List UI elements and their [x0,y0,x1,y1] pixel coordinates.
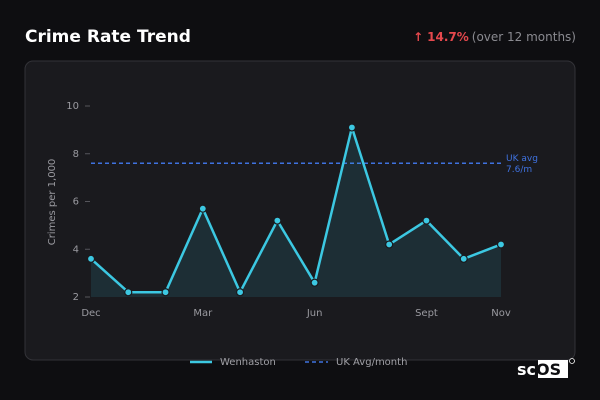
logo-mark [569,358,575,364]
data-point [310,278,319,287]
y-tick-label: 4 [73,244,79,255]
card [24,60,576,361]
data-point [273,216,282,225]
data-point [496,240,506,249]
change-arrow: ↑ [413,30,423,44]
logo-text: scOS [517,360,561,379]
data-point [198,204,207,213]
data-point [385,240,394,249]
y-tick-label: 6 [73,197,79,208]
change-note: (over 12 months) [472,30,576,44]
data-point [347,123,357,132]
y-tick-label: 10 [66,101,79,112]
x-tick-label: Dec [81,308,100,319]
data-point [86,254,96,263]
y-axis-label: Crimes per 1,000 [47,159,58,246]
data-point [161,288,170,297]
logo: scOS [517,358,575,379]
x-tick-label: Nov [491,308,511,319]
legend-label: UK Avg/month [336,357,407,368]
legend-label: Wenhaston [220,357,276,368]
data-point [235,288,245,297]
change-value: 14.7% [427,30,469,44]
reference-annotation: 7.6/m [506,165,532,175]
reference-annotation: UK avg [506,154,538,164]
x-tick-label: Mar [193,308,213,319]
y-tick-label: 2 [73,292,79,303]
change: ↑ 14.7% (over 12 months) [413,30,576,44]
x-tick-label: Jun [306,308,323,319]
data-point [459,254,468,263]
x-tick-label: Sept [415,308,438,319]
data-point [124,288,133,297]
series-area [91,127,501,297]
y-tick-label: 8 [73,149,79,160]
title: Crime Rate Trend [25,27,191,47]
series-line [90,126,502,294]
logo-box [538,360,568,378]
data-point [422,216,431,225]
